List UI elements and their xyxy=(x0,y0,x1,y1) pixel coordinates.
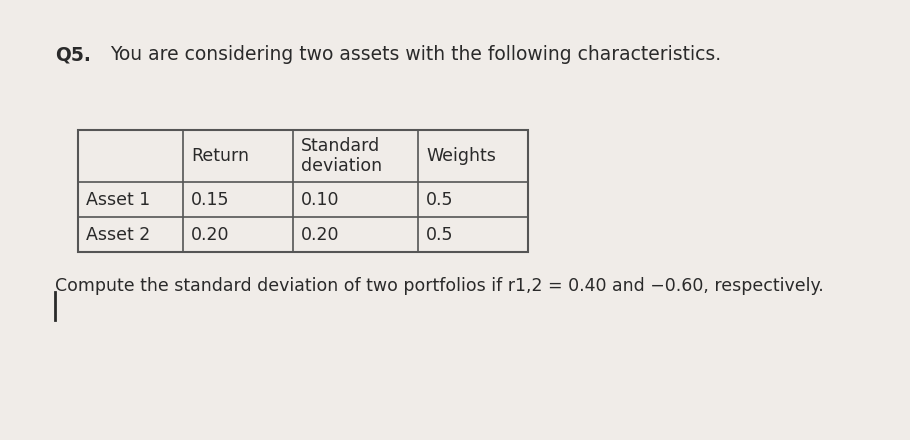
Text: 0.20: 0.20 xyxy=(301,225,339,243)
Text: Asset 1: Asset 1 xyxy=(86,191,150,209)
Text: 0.10: 0.10 xyxy=(301,191,339,209)
Text: 0.5: 0.5 xyxy=(426,225,453,243)
Bar xyxy=(78,130,528,252)
Text: Standard
deviation: Standard deviation xyxy=(301,136,382,176)
Text: You are considering two assets with the following characteristics.: You are considering two assets with the … xyxy=(110,45,721,64)
Text: 0.5: 0.5 xyxy=(426,191,453,209)
Text: Compute the standard deviation of two portfolios if r1,2 = 0.40 and −0.60, respe: Compute the standard deviation of two po… xyxy=(55,277,824,295)
Text: Asset 2: Asset 2 xyxy=(86,225,150,243)
Text: Return: Return xyxy=(191,147,249,165)
Text: Weights: Weights xyxy=(426,147,496,165)
Text: 0.15: 0.15 xyxy=(191,191,229,209)
Text: 0.20: 0.20 xyxy=(191,225,229,243)
Text: Q5.: Q5. xyxy=(55,45,91,64)
